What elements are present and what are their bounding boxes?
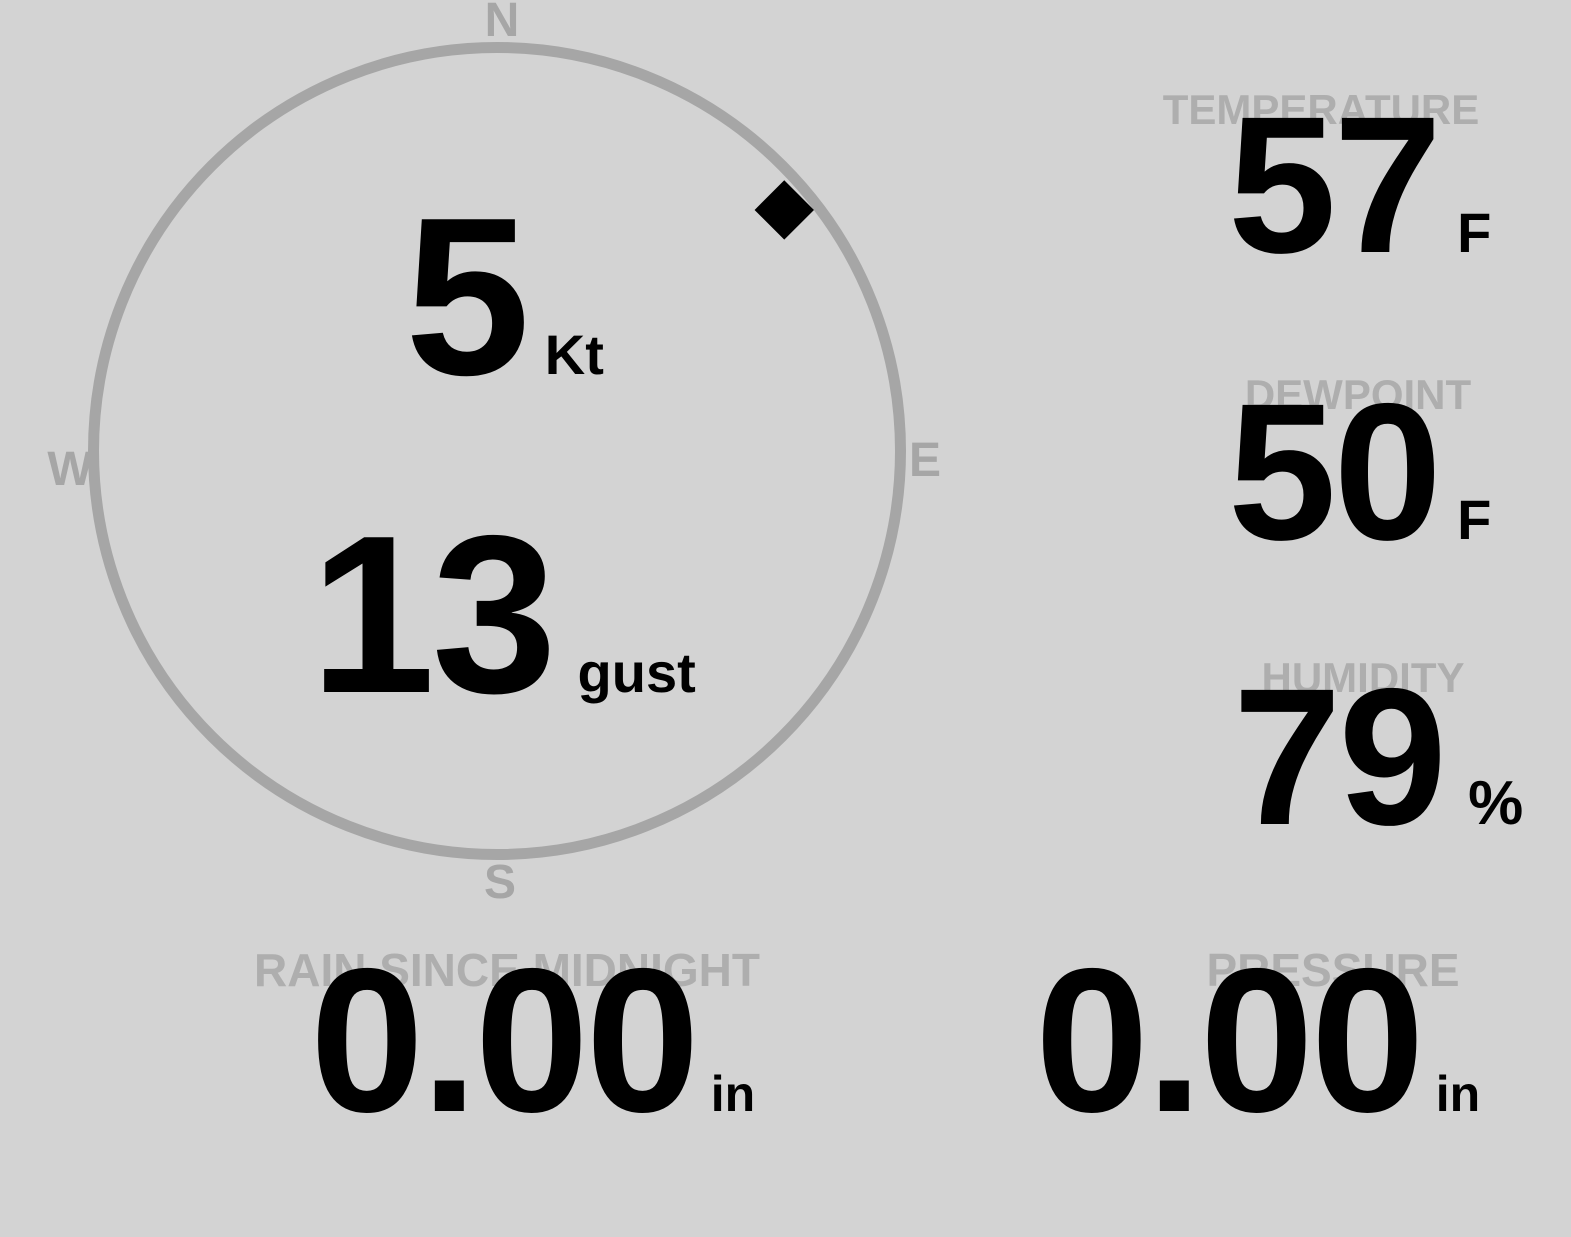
pressure-label: PRESSURE xyxy=(1206,944,1460,997)
rain-value: 0.00 xyxy=(310,926,700,1155)
pressure-unit: in xyxy=(1435,1066,1481,1122)
temperature-unit: F xyxy=(1457,201,1492,264)
compass-label-west: W xyxy=(47,443,93,496)
rain-unit: in xyxy=(710,1066,756,1122)
dewpoint-readout: 50 F xyxy=(1228,375,1491,570)
humidity-label: HUMIDITY xyxy=(1261,653,1465,701)
temperature-readout: 57 F xyxy=(1228,88,1491,283)
rain-readout: 0.00 in xyxy=(310,938,755,1143)
humidity-value: 79 xyxy=(1233,648,1447,866)
compass-label-south: S xyxy=(483,856,517,909)
temperature-label: TEMPERATURE xyxy=(1162,85,1480,133)
wind-speed-readout: 5 Kt xyxy=(405,184,604,409)
compass-ring-icon xyxy=(88,42,906,860)
temperature-value: 57 xyxy=(1228,76,1442,294)
compass-label-north: N xyxy=(484,0,520,47)
wind-speed-value: 5 xyxy=(405,170,530,422)
pressure-readout: 0.00 in xyxy=(1035,938,1480,1143)
wind-speed-unit: Kt xyxy=(544,323,604,386)
dewpoint-unit: F xyxy=(1457,488,1492,551)
humidity-readout: 79% xyxy=(1233,660,1523,855)
pressure-value: 0.00 xyxy=(1035,926,1425,1155)
wind-gust-value: 13 xyxy=(310,488,557,740)
rain-label: RAIN SINCE MIDNIGHT xyxy=(254,944,760,997)
wind-gust-unit: gust xyxy=(577,641,696,704)
dewpoint-value: 50 xyxy=(1228,363,1442,581)
wind-gust-readout: 13 gust xyxy=(310,502,696,727)
humidity-unit: % xyxy=(1468,769,1524,838)
dewpoint-label: DEWPOINT xyxy=(1244,370,1472,418)
compass-label-east: E xyxy=(908,434,942,487)
